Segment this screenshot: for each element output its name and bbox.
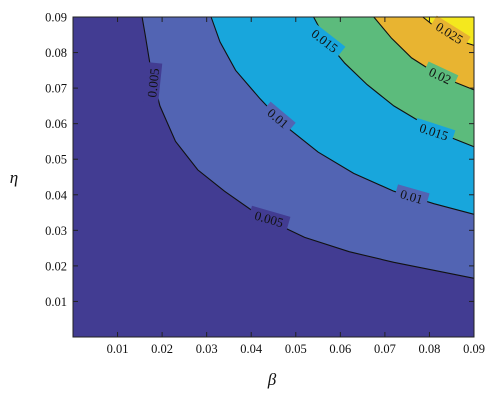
x-tick-label: 0.04 [240, 342, 263, 356]
y-tick-label: 0.02 [45, 259, 67, 273]
contour-label-0.005: 0.005 [144, 67, 162, 98]
y-tick-label: 0.09 [45, 11, 67, 25]
plot-frame [72, 16, 475, 338]
contour-line-0.02 [373, 16, 475, 91]
y-tick-label: 0.06 [45, 117, 67, 131]
y-tick-label: 0.07 [45, 82, 67, 96]
contour-label-0.01: 0.01 [399, 186, 425, 207]
x-tick-label: 0.05 [285, 342, 307, 356]
contour-label-gap [412, 118, 456, 145]
contour-label-gap [260, 101, 296, 135]
x-tick-label: 0.03 [196, 342, 218, 356]
contour-label-gap [393, 184, 430, 208]
x-tick-label: 0.02 [151, 342, 173, 356]
contour-label-gap [304, 22, 346, 59]
y-tick-label: 0.05 [45, 153, 67, 167]
x-tick-label: 0.01 [107, 342, 129, 356]
contour-label-gap [428, 15, 471, 50]
contour-label-gap [143, 62, 163, 104]
y-tick-label: 0.08 [45, 46, 67, 60]
y-tick-label: 0.03 [45, 224, 67, 238]
contour-label-gap [422, 61, 459, 89]
x-tick-label: 0.06 [329, 342, 351, 356]
contour-label-gap [247, 205, 291, 232]
x-tick-label: 0.08 [419, 342, 441, 356]
x-axis-label: β [267, 370, 277, 389]
contour-label-group: 0.005 [143, 62, 163, 104]
contour-label-group: 0.01 [260, 101, 296, 135]
y-tick-label: 0.04 [45, 188, 68, 202]
x-tick-label: 0.07 [374, 342, 396, 356]
y-tick-label: 0.01 [45, 295, 67, 309]
y-axis-label: η [10, 168, 18, 187]
x-tick-label: 0.09 [463, 342, 485, 356]
contour-label-group: 0.01 [393, 184, 430, 208]
